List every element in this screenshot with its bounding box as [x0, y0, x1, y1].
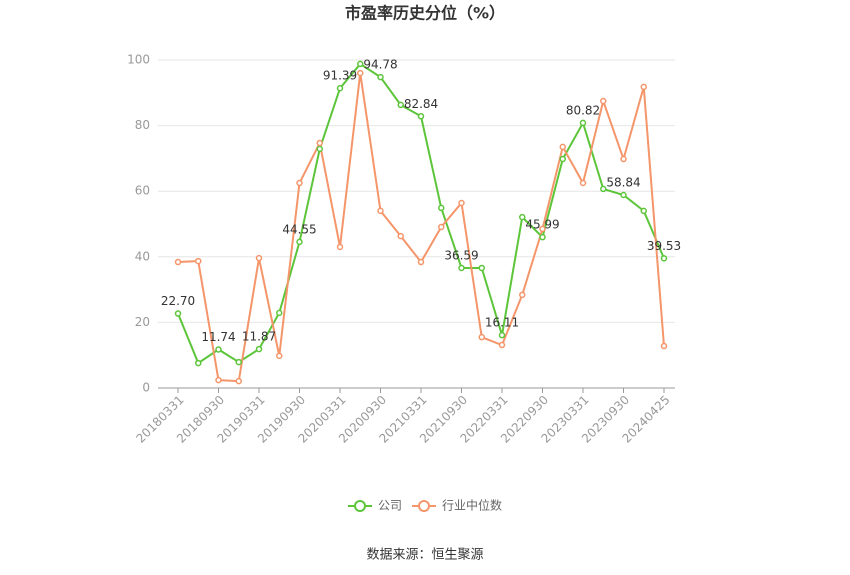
- data-point: [478, 264, 485, 272]
- data-label: 39.53: [647, 239, 681, 253]
- data-point: [600, 97, 607, 105]
- legend-label: 公司: [378, 499, 402, 513]
- data-point: [600, 185, 607, 193]
- data-point: [660, 255, 668, 262]
- data-point: [316, 145, 323, 153]
- data-label: 94.78: [363, 58, 397, 72]
- data-point: [539, 225, 546, 233]
- data-label: 11.74: [201, 330, 235, 344]
- y-tick-label: 40: [135, 249, 150, 263]
- data-point: [336, 84, 344, 92]
- data-point: [498, 331, 506, 339]
- data-point: [417, 113, 425, 120]
- data-label: 58.84: [606, 176, 640, 190]
- data-label: 16.11: [485, 316, 519, 330]
- data-point: [438, 204, 445, 212]
- data-label: 45.99: [525, 218, 559, 232]
- data-point: [316, 139, 323, 147]
- data-point: [377, 207, 384, 215]
- data-point: [377, 73, 384, 81]
- y-tick-label: 80: [135, 118, 150, 132]
- data-point: [660, 342, 668, 350]
- data-point: [195, 257, 202, 265]
- data-point: [519, 291, 526, 299]
- data-point: [579, 119, 587, 127]
- data-point: [296, 238, 303, 246]
- legend-item: 行业中位数: [412, 498, 502, 513]
- data-point: [438, 223, 445, 231]
- data-point: [498, 341, 506, 349]
- data-point: [255, 345, 263, 353]
- y-tick-label: 0: [142, 381, 150, 395]
- data-point: [640, 83, 647, 91]
- data-point: [174, 258, 182, 266]
- data-point: [579, 179, 587, 187]
- data-label: 91.39: [323, 69, 357, 83]
- data-point: [640, 207, 647, 215]
- data-point: [276, 352, 283, 360]
- data-label: 11.87: [242, 330, 276, 344]
- data-point: [620, 155, 627, 163]
- data-point: [519, 213, 526, 221]
- data-point: [458, 264, 465, 272]
- data-point: [559, 143, 566, 151]
- data-point: [276, 309, 283, 317]
- data-point: [357, 60, 364, 68]
- data-point: [296, 179, 303, 187]
- data-point: [174, 310, 182, 317]
- data-point: [215, 376, 222, 384]
- y-tick-label: 20: [135, 315, 150, 329]
- data-label: 80.82: [566, 103, 600, 117]
- data-point: [539, 233, 546, 241]
- data-point: [417, 258, 425, 266]
- legend-item: 公司: [348, 499, 402, 513]
- data-point: [235, 358, 242, 366]
- data-label: 44.55: [282, 222, 316, 236]
- data-point: [478, 333, 485, 341]
- data-point: [620, 191, 627, 199]
- data-point: [255, 254, 263, 262]
- data-point: [357, 69, 364, 77]
- data-label: 82.84: [404, 97, 438, 111]
- data-point: [559, 155, 566, 163]
- data-point: [397, 232, 404, 240]
- data-label: 36.59: [444, 248, 478, 262]
- legend-swatch-marker: [354, 500, 366, 512]
- legend-swatch-marker: [418, 500, 430, 512]
- chart-title: 市盈率历史分位（%）: [345, 4, 505, 23]
- data-point: [458, 199, 465, 207]
- data-point: [397, 101, 404, 109]
- data-point: [195, 359, 202, 367]
- data-point: [235, 377, 242, 385]
- source-note: 数据来源：恒生聚源: [366, 548, 483, 563]
- data-point: [215, 346, 222, 353]
- legend-label: 行业中位数: [442, 498, 502, 513]
- y-tick-label: 100: [127, 53, 150, 67]
- data-point: [336, 243, 344, 251]
- data-label: 22.70: [161, 294, 195, 308]
- y-tick-label: 60: [135, 184, 150, 198]
